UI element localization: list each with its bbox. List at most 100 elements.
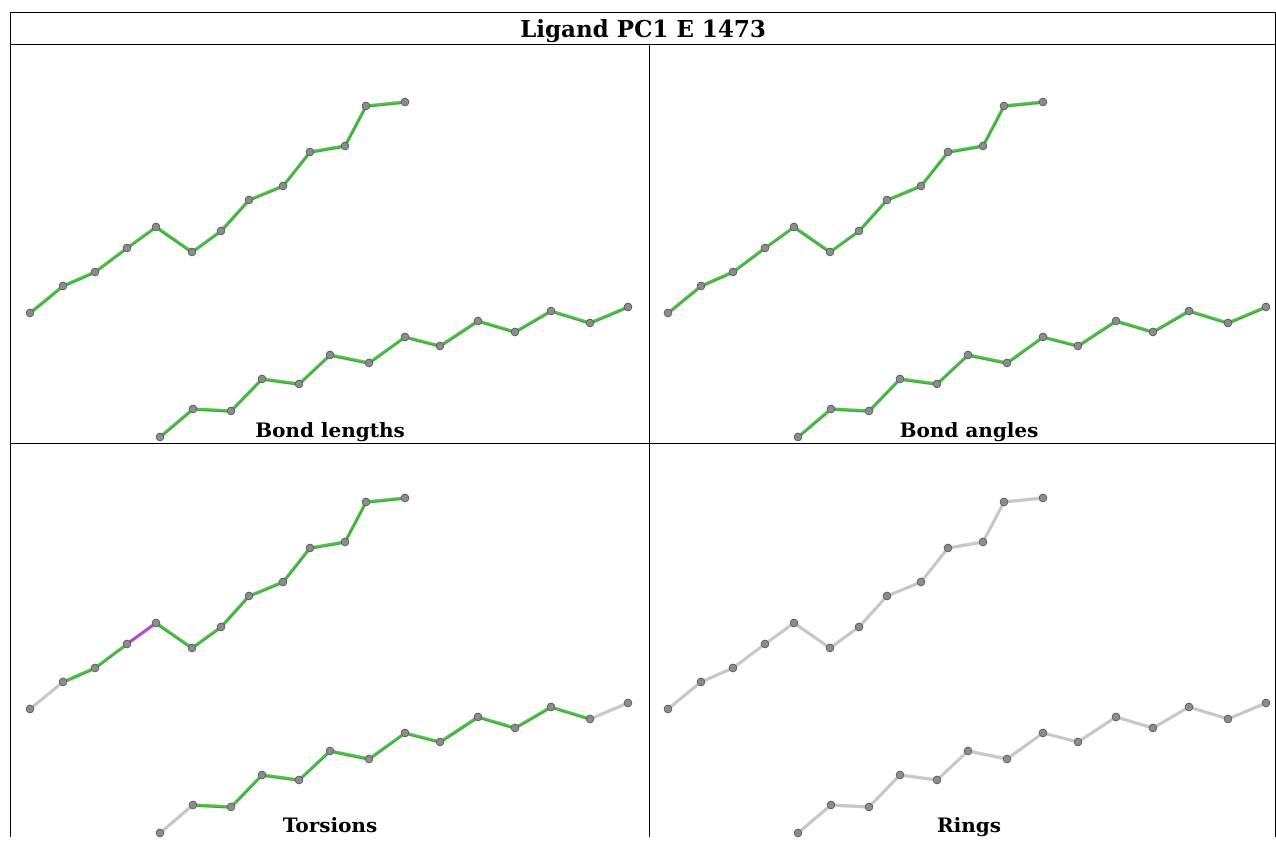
- bond-shade-upper-7: [248, 186, 284, 202]
- bond-shade-lower-2: [230, 379, 263, 413]
- bond-lower-9: [476, 319, 517, 334]
- bond-shade-lower-1: [830, 409, 870, 413]
- bond-lower-0: [158, 407, 195, 439]
- bond-shade-upper-10: [344, 106, 367, 148]
- atom-lower-12: [585, 318, 595, 328]
- bond-shade-lower-4: [298, 355, 331, 386]
- caption-rings: Rings: [936, 813, 1001, 837]
- bond-shade-upper-5: [829, 231, 860, 254]
- atom-lower-9: [473, 316, 483, 326]
- bond-upper-8: [281, 546, 312, 584]
- bond-shade-upper-0: [29, 286, 64, 315]
- atom-upper-11: [361, 101, 371, 111]
- atom-upper-4: [151, 222, 161, 232]
- bond-shade-upper-3: [764, 227, 795, 250]
- atom-upper-12: [1038, 97, 1048, 107]
- bond-lower-10: [513, 309, 553, 334]
- atom-lower-5: [963, 746, 973, 756]
- bond-upper-6: [857, 594, 889, 629]
- bond-upper-7: [247, 580, 285, 598]
- bond-shade-lower-4: [298, 751, 331, 782]
- bond-lower-9: [1114, 715, 1155, 730]
- atom-lower-11: [546, 306, 556, 316]
- atom-upper-8: [278, 181, 288, 191]
- bond-upper-2: [731, 642, 767, 670]
- bond-shade-lower-5: [329, 751, 370, 761]
- bond-lower-6: [367, 731, 407, 761]
- bond-upper-8: [919, 546, 950, 584]
- bond-shade-lower-12: [1227, 307, 1267, 325]
- bond-upper-11: [1002, 496, 1045, 504]
- bond-upper-0: [28, 680, 65, 711]
- bond-lower-12: [1226, 305, 1268, 325]
- bond-shade-upper-9: [947, 146, 984, 154]
- bond-shade-upper-6: [858, 200, 888, 233]
- bond-shade-lower-6: [1006, 337, 1044, 365]
- atom-lower-8: [435, 341, 445, 351]
- atom-upper-6: [854, 622, 864, 632]
- atom-lower-13: [1261, 302, 1271, 312]
- bond-shade-upper-8: [282, 548, 311, 584]
- bond-shade-lower-2: [868, 379, 901, 413]
- bond-shade-upper-9: [309, 542, 346, 550]
- atom-upper-3: [760, 639, 770, 649]
- bond-upper-0: [666, 284, 703, 315]
- atom-upper-1: [58, 677, 68, 687]
- bond-shade-lower-8: [439, 321, 479, 348]
- bond-upper-7: [885, 580, 923, 598]
- bond-upper-1: [61, 270, 97, 288]
- bond-lower-8: [1076, 715, 1118, 744]
- bond-shade-upper-4: [793, 227, 831, 254]
- atom-upper-5: [825, 643, 835, 653]
- bond-upper-3: [763, 621, 796, 646]
- caption-bond-angles: Bond angles: [899, 418, 1039, 442]
- atom-lower-3: [257, 770, 267, 780]
- atom-upper-8: [916, 577, 926, 587]
- atom-lower-10: [1148, 327, 1158, 337]
- atom-lower-8: [435, 737, 445, 747]
- atom-upper-3: [122, 243, 132, 253]
- bond-shade-lower-9: [477, 717, 516, 730]
- bond-lower-6: [367, 335, 407, 365]
- bond-shade-lower-7: [404, 733, 441, 744]
- caption-bond-lengths: Bond lengths: [255, 418, 405, 442]
- atom-lower-7: [1038, 332, 1048, 342]
- bond-shade-lower-7: [404, 337, 441, 348]
- bond-lower-4: [297, 353, 332, 386]
- bond-lower-7: [1041, 731, 1080, 744]
- atom-upper-8: [916, 181, 926, 191]
- bond-shade-upper-1: [62, 668, 96, 684]
- atom-lower-7: [400, 728, 410, 738]
- bond-upper-9: [946, 540, 985, 550]
- bond-upper-7: [247, 184, 285, 202]
- atom-lower-1: [826, 800, 836, 810]
- bond-upper-3: [763, 225, 796, 250]
- bond-upper-5: [190, 625, 223, 650]
- atom-lower-1: [188, 800, 198, 810]
- bond-shade-lower-4: [936, 355, 969, 386]
- bond-lower-10: [513, 705, 553, 730]
- bond-lower-1: [829, 803, 871, 809]
- atom-upper-10: [340, 537, 350, 547]
- bond-upper-2: [93, 246, 129, 274]
- panel-rings: [663, 493, 1271, 838]
- bond-upper-3: [125, 225, 158, 250]
- divider-vertical: [649, 45, 650, 837]
- bond-upper-0: [28, 284, 65, 315]
- bond-shade-lower-3: [261, 379, 300, 386]
- bond-shade-upper-8: [920, 152, 949, 188]
- atom-upper-9: [305, 543, 315, 553]
- bond-shade-lower-6: [368, 733, 406, 761]
- bond-shade-upper-6: [220, 596, 250, 629]
- atom-lower-13: [1261, 698, 1271, 708]
- bond-lower-11: [549, 309, 592, 325]
- bond-lower-4: [297, 749, 332, 782]
- atom-lower-2: [226, 406, 236, 416]
- atom-lower-11: [546, 702, 556, 712]
- bond-lower-1: [191, 803, 233, 809]
- atom-upper-10: [978, 537, 988, 547]
- bond-lower-12: [588, 305, 630, 325]
- bond-upper-8: [919, 150, 950, 188]
- atom-upper-9: [943, 543, 953, 553]
- atom-lower-5: [325, 746, 335, 756]
